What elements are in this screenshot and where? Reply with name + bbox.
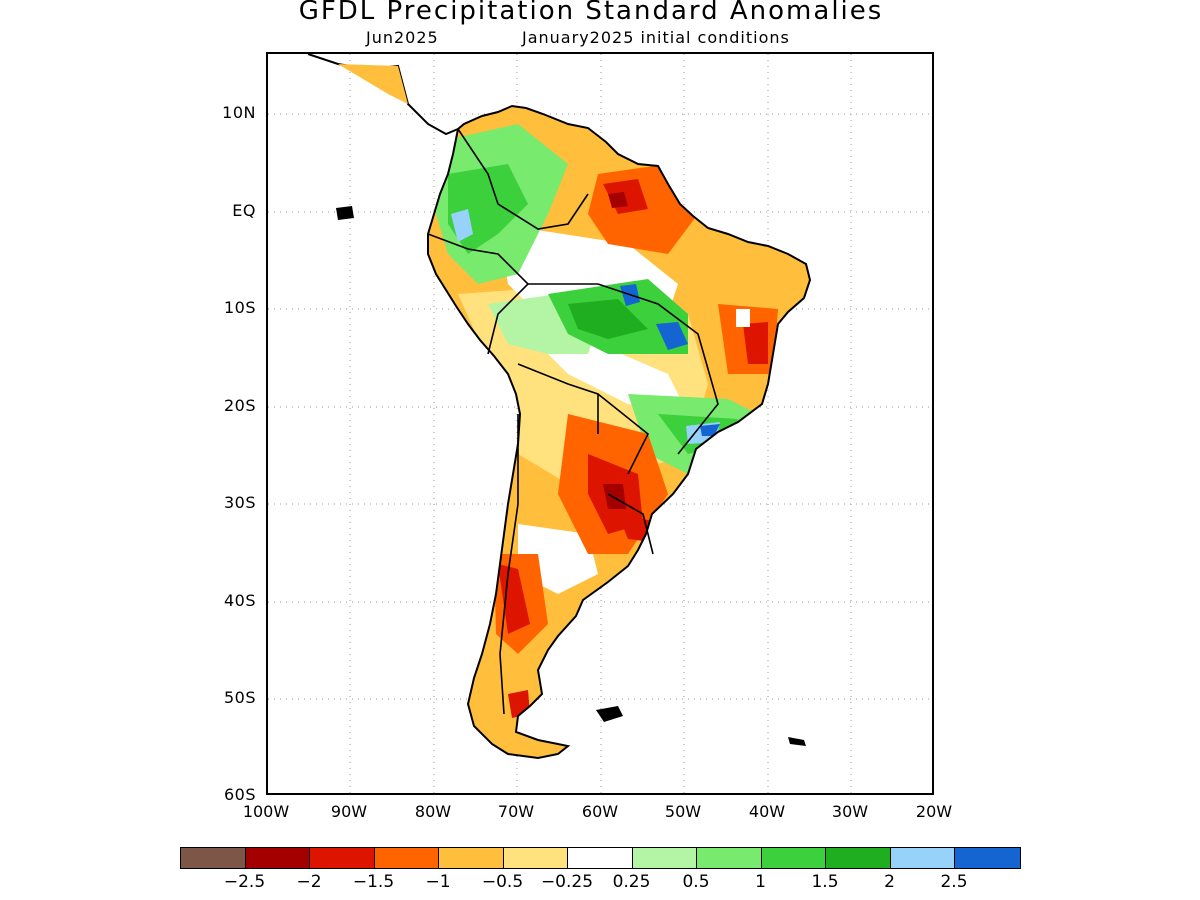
colorbar-tick-label-6: 0.25 xyxy=(612,872,651,892)
colorbar-swatch-3 xyxy=(374,848,439,868)
border-bolivia xyxy=(517,363,599,434)
border-chile-argentina xyxy=(499,414,519,715)
colorbar-swatch-10 xyxy=(826,848,891,868)
central-america-shading xyxy=(338,64,408,104)
initial-conditions-label: January2025 initial conditions xyxy=(522,28,790,47)
map-panel xyxy=(266,52,934,795)
colorbar-swatch-7 xyxy=(632,848,697,868)
colorbar-tick-label-9: 1.5 xyxy=(811,872,839,892)
shade-strong-dry-chile xyxy=(498,564,530,634)
colorbar-swatch-4 xyxy=(439,848,504,868)
country-borders xyxy=(427,128,719,715)
lat-label-10s: 10S xyxy=(223,298,256,317)
lat-label-eq: EQ xyxy=(232,201,256,220)
shade-extreme-wet-south-brazil xyxy=(700,424,720,436)
lat-label-10n: 10N xyxy=(222,103,256,122)
galapagos-islands xyxy=(336,206,354,220)
shade-extreme-dry-guiana xyxy=(608,192,628,208)
lon-label-90w: 90W xyxy=(330,802,368,821)
colorbar-tick-label-1: −2 xyxy=(296,872,322,892)
lat-label-20s: 20S xyxy=(223,396,256,415)
colorbar-swatch-0 xyxy=(181,848,246,868)
colorbar-tick-label-10: 2 xyxy=(884,872,895,892)
lon-label-70w: 70W xyxy=(497,802,535,821)
map-title: GFDL Precipitation Standard Anomalies xyxy=(298,0,884,26)
colorbar-swatch-11 xyxy=(890,848,955,868)
colorbar-swatch-6 xyxy=(568,848,633,868)
lon-label-60w: 60W xyxy=(581,802,619,821)
shade-strong-dry-northeast xyxy=(743,322,768,364)
colorbar-tick-label-8: 1 xyxy=(755,872,766,892)
lat-label-50s: 50S xyxy=(223,688,256,707)
colorbar-tick-label-5: −0.25 xyxy=(540,872,594,892)
anomaly-shading xyxy=(428,106,810,758)
anomaly-map xyxy=(268,54,932,793)
continent-coastline xyxy=(427,104,812,760)
lon-label-80w: 80W xyxy=(414,802,452,821)
colorbar-swatch-5 xyxy=(503,848,568,868)
lat-label-60s: 60S xyxy=(223,785,256,804)
valid-month-label: Jun2025 xyxy=(366,28,439,47)
border-brazil xyxy=(528,283,719,455)
colorbar-tick-label-2: −1.5 xyxy=(352,872,395,892)
colorbar-swatch-12 xyxy=(955,848,1020,868)
colorbar-tick-label-4: −0.5 xyxy=(481,872,524,892)
colorbar-swatch-1 xyxy=(245,848,310,868)
shade-no-data-northeast xyxy=(736,309,750,327)
shade-very-wet-ecuador xyxy=(451,209,473,242)
colorbar xyxy=(180,847,1021,869)
shade-strong-wet-amazon xyxy=(568,299,648,339)
lat-label-30s: 30S xyxy=(223,493,256,512)
lon-label-20w: 20W xyxy=(915,802,953,821)
south-georgia xyxy=(788,737,806,746)
shade-extreme-wet-mato-grosso xyxy=(656,322,688,350)
colorbar-tick-label-7: 0.5 xyxy=(682,872,710,892)
border-paraguay xyxy=(597,393,650,475)
falkland-islands xyxy=(596,706,623,722)
lat-label-40s: 40S xyxy=(223,591,256,610)
lon-label-30w: 30W xyxy=(831,802,869,821)
lon-label-40w: 40W xyxy=(748,802,786,821)
colorbar-swatch-2 xyxy=(310,848,375,868)
colorbar-swatch-9 xyxy=(761,848,826,868)
border-peru xyxy=(427,233,530,355)
colorbar-swatch-8 xyxy=(697,848,762,868)
colorbar-tick-label-0: −2.5 xyxy=(223,872,266,892)
shade-extreme-dry-paraguay xyxy=(603,484,626,509)
lon-label-50w: 50W xyxy=(664,802,702,821)
border-colombia-venezuela xyxy=(457,128,589,230)
colorbar-tick-label-11: 2.5 xyxy=(940,872,968,892)
colorbar-tick-label-3: −1 xyxy=(425,872,451,892)
border-uruguay xyxy=(607,493,654,555)
lon-label-100w: 100W xyxy=(242,802,290,821)
